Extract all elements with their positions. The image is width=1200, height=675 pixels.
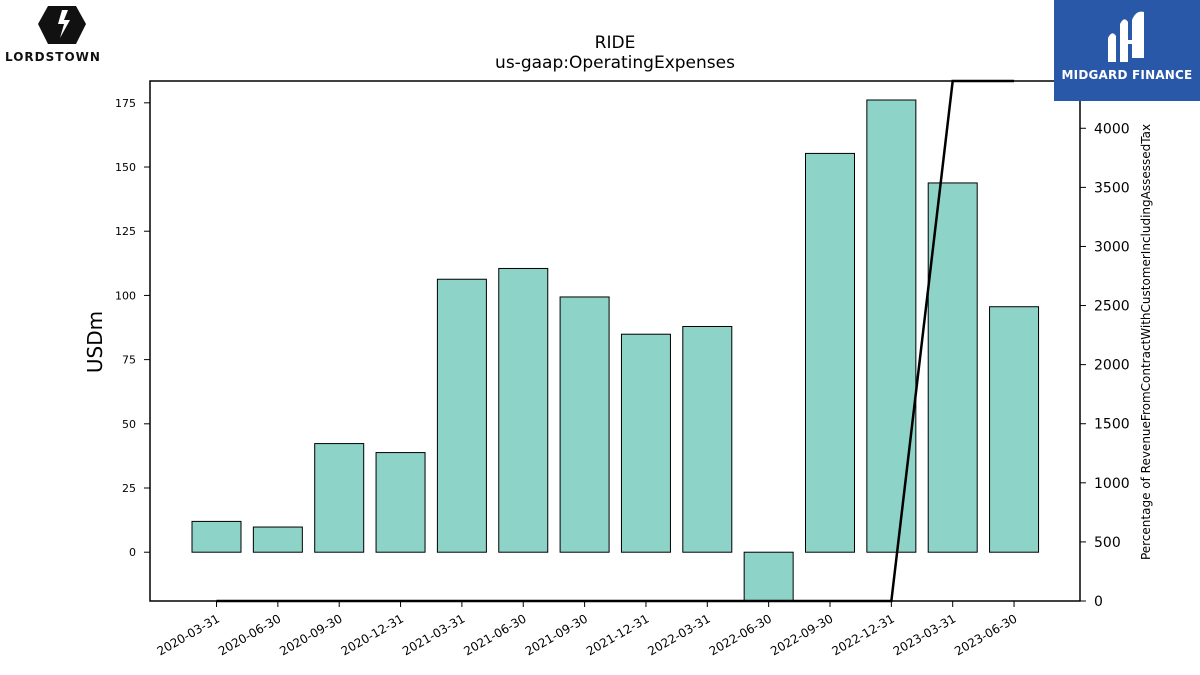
x-tick-label: 2020-09-30 bbox=[277, 611, 344, 658]
y2-tick-label: 1500 bbox=[1094, 417, 1130, 433]
bar-2022-09-30 bbox=[805, 152, 855, 553]
bar-2021-06-30 bbox=[498, 267, 549, 553]
bar-2020-03-31 bbox=[191, 520, 242, 553]
x-tick-label: 2022-12-31 bbox=[829, 611, 896, 658]
y2-tick-label: 3500 bbox=[1094, 180, 1130, 196]
y-tick-label: 0 bbox=[129, 546, 136, 559]
x-tick-label: 2021-12-31 bbox=[584, 611, 651, 658]
y-tick-label: 25 bbox=[122, 482, 136, 495]
midgard-m-icon bbox=[1108, 11, 1144, 62]
bar-2021-09-30 bbox=[559, 296, 610, 553]
y2-tick-label: 2500 bbox=[1094, 299, 1130, 315]
y-tick-label: 50 bbox=[122, 418, 136, 431]
midgard-finance-logo-text: MIDGARD FINANCE bbox=[1061, 68, 1193, 82]
x-tick-label: 2022-03-31 bbox=[645, 611, 712, 658]
bar-2021-12-31 bbox=[620, 333, 671, 553]
y-tick-label: 125 bbox=[115, 225, 136, 238]
midgard-finance-logo: MIDGARD FINANCE bbox=[1054, 0, 1200, 101]
y2-tick-label: 1000 bbox=[1094, 476, 1130, 492]
x-tick-label: 2020-12-31 bbox=[339, 611, 406, 658]
y-axis-ticks: 0 25 50 75 100 125 150 175 bbox=[115, 97, 150, 559]
x-tick-label: 2020-03-31 bbox=[155, 611, 222, 658]
bar-2023-03-31 bbox=[927, 182, 978, 553]
y-axis-label: USDm bbox=[83, 311, 107, 373]
x-tick-label: 2020-06-30 bbox=[216, 611, 283, 658]
x-tick-label: 2021-09-30 bbox=[523, 611, 590, 658]
y2-tick-label: 0 bbox=[1094, 594, 1103, 610]
bars-layer bbox=[191, 99, 1040, 602]
bar-2021-03-31 bbox=[436, 278, 487, 553]
x-tick-label: 2022-09-30 bbox=[768, 611, 835, 658]
y2-tick-label: 2000 bbox=[1094, 358, 1130, 374]
bar-2022-06-30 bbox=[743, 551, 794, 602]
y2-tick-label: 3000 bbox=[1094, 239, 1130, 255]
bar-2023-06-30 bbox=[989, 306, 1040, 553]
lordstown-logo-text: LORDSTOWN bbox=[5, 50, 101, 64]
bar-2020-06-30 bbox=[252, 526, 303, 553]
plot-frame bbox=[149, 80, 1081, 602]
x-tick-label: 2023-03-31 bbox=[891, 611, 958, 658]
x-tick-label: 2021-06-30 bbox=[461, 611, 528, 658]
x-axis-ticks: 2020-03-312020-06-302020-09-302020-12-31… bbox=[155, 601, 1020, 658]
x-tick-label: 2023-06-30 bbox=[952, 611, 1019, 658]
y-tick-label: 75 bbox=[122, 354, 136, 367]
x-tick-label: 2021-03-31 bbox=[400, 611, 467, 658]
y-tick-label: 100 bbox=[115, 289, 136, 302]
bar-2020-12-31 bbox=[375, 452, 426, 553]
y-tick-label: 150 bbox=[115, 161, 136, 174]
x-tick-label: 2022-06-30 bbox=[707, 611, 774, 658]
lightning-bolt-icon bbox=[38, 6, 86, 44]
bar-2022-12-31 bbox=[866, 99, 917, 553]
y2-axis-label: Percentage of RevenueFromContractWithCus… bbox=[1139, 124, 1153, 560]
lordstown-logo: LORDSTOWN bbox=[2, 2, 122, 64]
chart-subtitle: us-gaap:OperatingExpenses bbox=[495, 53, 735, 73]
chart-title: RIDE bbox=[595, 33, 636, 53]
y2-axis-ticks: 0 500 1000 1500 2000 2500 3000 3500 4000 bbox=[1080, 121, 1130, 610]
bar-2022-03-31 bbox=[682, 325, 733, 553]
y-tick-label: 175 bbox=[115, 97, 136, 110]
y2-tick-label: 500 bbox=[1094, 535, 1121, 551]
bar-2020-09-30 bbox=[314, 443, 365, 553]
y2-tick-label: 4000 bbox=[1094, 121, 1130, 137]
